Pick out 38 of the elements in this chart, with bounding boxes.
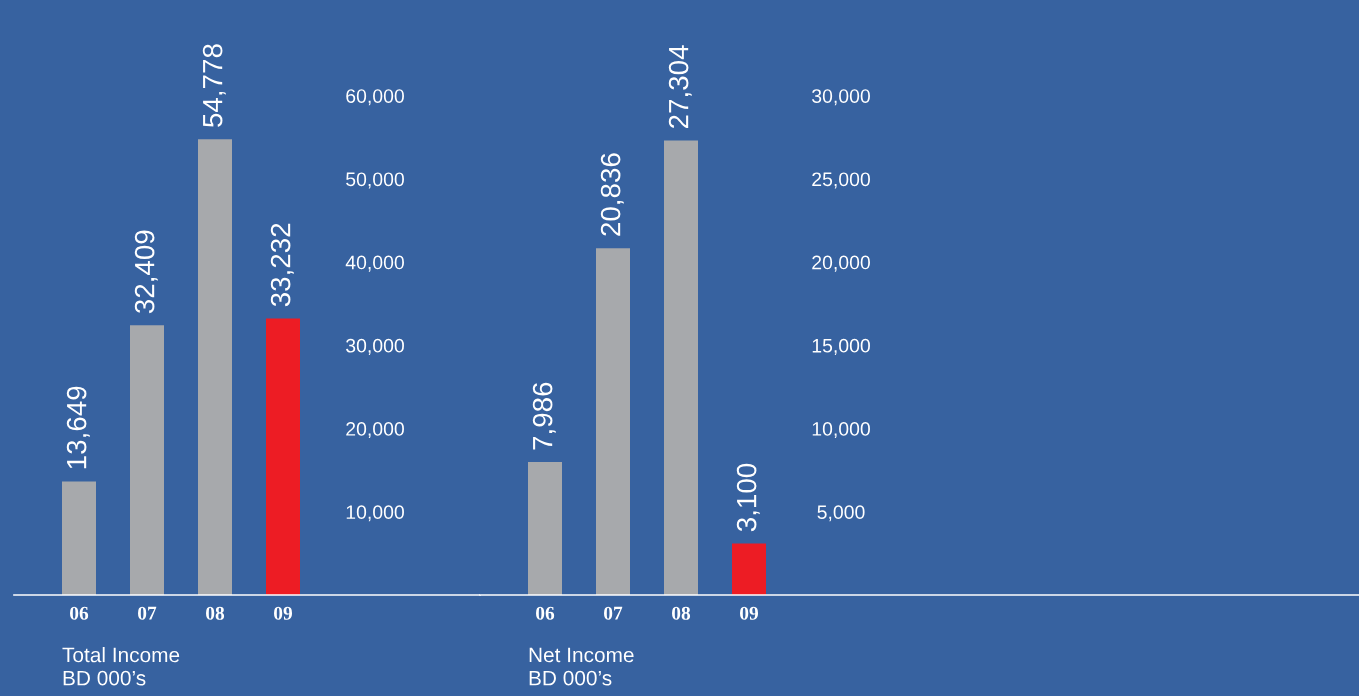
x-tick-label: 06	[536, 606, 555, 620]
bar	[732, 543, 766, 595]
y-tick-label: 15,000	[812, 338, 870, 355]
bar	[596, 248, 630, 595]
x-tick-label: 06	[70, 606, 89, 620]
y-tick-label: 10,000	[346, 505, 404, 522]
x-tick-label: 07	[604, 606, 623, 620]
y-tick-label: 20,000	[346, 422, 404, 439]
data-label: 54,778	[202, 44, 226, 127]
y-tick-label: 25,000	[812, 172, 870, 189]
x-axis-title: Total Income BD 000’s	[62, 647, 180, 686]
y-tick-label: 50,000	[346, 172, 404, 189]
bar	[528, 462, 562, 595]
x-tick-label: 08	[206, 606, 225, 620]
y-tick-label: 60,000	[346, 89, 404, 106]
y-tick-label: 40,000	[345, 255, 404, 272]
y-tick-label: 30,000	[346, 338, 404, 355]
data-label: 33,232	[270, 223, 294, 307]
x-tick-label: 07	[138, 606, 157, 620]
bar	[266, 318, 300, 595]
x-tick-label: 08	[672, 606, 691, 620]
x-tick-label: 09	[740, 606, 759, 620]
data-label: 7,986	[532, 382, 556, 450]
data-label: 27,304	[668, 45, 692, 129]
y-tick-label: 10,000	[812, 422, 870, 439]
y-tick-label: 5,000	[817, 505, 865, 522]
bar	[62, 481, 96, 595]
y-tick-label: 30,000	[812, 89, 870, 106]
bar	[664, 140, 698, 595]
data-label: 20,836	[600, 153, 624, 236]
x-axis-title: Net Income BD 000’s	[529, 647, 634, 686]
data-label: 3,100	[736, 463, 760, 532]
bar	[198, 139, 232, 595]
data-label: 32,409	[134, 230, 158, 314]
bar	[130, 325, 164, 595]
x-tick-label: 09	[274, 606, 293, 620]
y-tick-label: 20,000	[812, 255, 870, 272]
data-label: 13,649	[66, 386, 90, 469]
